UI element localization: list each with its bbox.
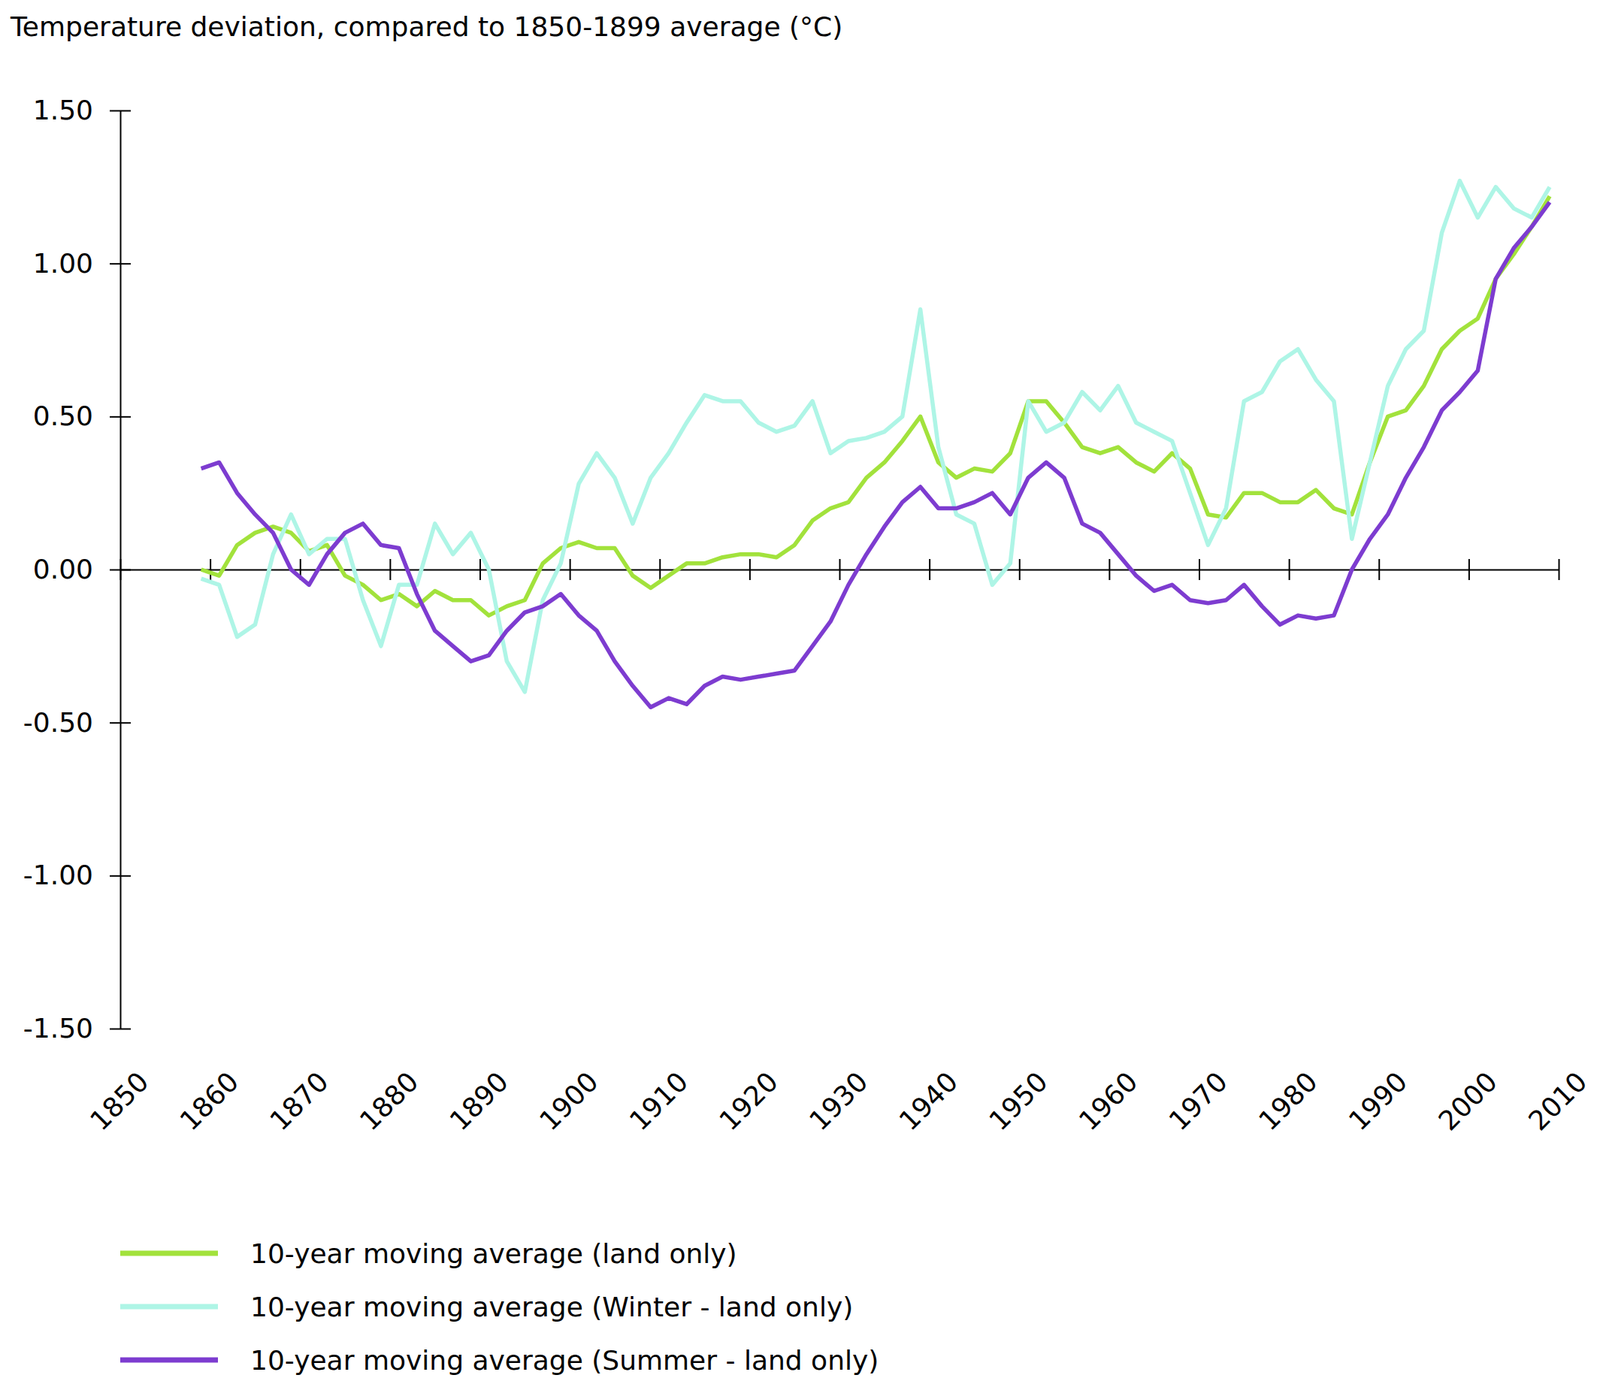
- y-tick: 0.50: [33, 400, 131, 432]
- x-tick-label: 2000: [1432, 1066, 1504, 1138]
- x-tick: [120, 559, 121, 581]
- y-tick-mark: [109, 416, 131, 418]
- y-tick-label: 1.50: [33, 94, 94, 126]
- x-tick: [210, 559, 212, 581]
- x-tick-mark: [1019, 559, 1021, 581]
- y-tick-mark: [109, 722, 131, 724]
- x-tick-label: 1910: [623, 1066, 695, 1138]
- x-tick-mark: [659, 559, 661, 581]
- x-tick-label: 1940: [893, 1066, 965, 1138]
- y-tick-mark: [109, 1028, 131, 1031]
- title: Temperature deviation, compared to 1850-…: [9, 11, 843, 43]
- x-tick-mark: [749, 559, 751, 581]
- y-tick: 0.00: [33, 553, 131, 585]
- legend-swatch: [120, 1251, 218, 1257]
- x-tick-label: 1860: [174, 1066, 245, 1138]
- x-tick-mark: [389, 559, 391, 581]
- x-tick: [1288, 559, 1290, 581]
- x-tick: [1199, 559, 1201, 581]
- series-line: [201, 181, 1550, 693]
- series-line: [201, 196, 1550, 616]
- x-tick-label: 1980: [1252, 1066, 1324, 1138]
- legend-swatch: [120, 1304, 218, 1310]
- series-line: [201, 202, 1550, 708]
- x-tick: [569, 559, 571, 581]
- x-tick-mark: [569, 559, 572, 581]
- x-tick-mark: [1378, 559, 1380, 581]
- y-tick-label: -0.50: [23, 707, 94, 738]
- x-tick: [480, 559, 481, 581]
- legend-label: 10-year moving average (Winter - land on…: [250, 1291, 853, 1323]
- y-tick-mark: [109, 875, 131, 878]
- legend-swatch: [120, 1358, 218, 1364]
- x-tick-label: 1950: [982, 1066, 1054, 1138]
- y-tick-label: 0.00: [33, 553, 94, 585]
- x-tick-label: 1850: [84, 1066, 155, 1138]
- x-tick-mark: [1288, 559, 1291, 581]
- legend-label: 10-year moving average (Summer - land on…: [250, 1345, 879, 1377]
- y-tick: -1.00: [23, 859, 131, 891]
- y-tick-mark: [109, 263, 131, 265]
- y-tick: 1.50: [33, 94, 131, 126]
- x-tick-label: 1890: [443, 1066, 515, 1138]
- x-tick: [749, 559, 751, 581]
- y-axis: -1.50 -1.00 -0.50 0.00 0.50 1.00 1.50: [23, 94, 131, 1044]
- y-tick-mark: [109, 110, 131, 112]
- y-tick-label: 0.50: [33, 400, 94, 432]
- y-tick-label: -1.50: [23, 1013, 94, 1044]
- y-axis-line: [120, 111, 122, 1030]
- y-tick: 1.00: [33, 248, 131, 279]
- x-tick-label: 2010: [1522, 1066, 1594, 1138]
- legend: 10-year moving average (land only) 10-yea…: [120, 1238, 879, 1377]
- x-tick-label: 1970: [1162, 1066, 1234, 1138]
- x-tick-mark: [209, 559, 212, 581]
- x-tick-mark: [928, 559, 931, 581]
- x-tick-label: 1870: [263, 1066, 335, 1138]
- x-tick-mark: [1108, 559, 1111, 581]
- x-tick: [1109, 559, 1111, 581]
- x-tick: [839, 559, 841, 581]
- y-tick-label: -1.00: [23, 859, 94, 891]
- x-tick-label: 1900: [533, 1066, 605, 1138]
- x-tick-label: 1920: [713, 1066, 784, 1138]
- x-tick-mark: [1198, 559, 1201, 581]
- x-tick-mark: [479, 559, 481, 581]
- x-tick: [1379, 559, 1380, 581]
- x-tick: [390, 559, 391, 581]
- chart: Temperature deviation, compared to 1850-…: [0, 0, 1600, 1378]
- x-tick-mark: [1558, 559, 1561, 581]
- y-tick: -1.50: [23, 1013, 131, 1044]
- x-tick-mark: [1468, 559, 1470, 581]
- plot-area: [201, 181, 1550, 708]
- y-tick: -0.50: [23, 707, 131, 738]
- x-tick: [1468, 559, 1470, 581]
- x-tick: [1019, 559, 1020, 581]
- x-tick-mark: [120, 559, 122, 581]
- legend-label: 10-year moving average (land only): [250, 1238, 738, 1270]
- x-tick: [1558, 559, 1560, 581]
- x-tick-labels: 1850 1860 18701880189019001910 1920 19301940…: [84, 1066, 1594, 1138]
- y-tick-label: 1.00: [33, 248, 94, 279]
- x-tick-label: 1880: [353, 1066, 425, 1138]
- x-tick: [929, 559, 931, 581]
- x-tick: [659, 559, 661, 581]
- x-tick-label: 1990: [1342, 1066, 1414, 1138]
- x-tick-label: 1930: [803, 1066, 875, 1138]
- x-tick-label: 1960: [1073, 1066, 1144, 1138]
- x-tick-mark: [839, 559, 841, 581]
